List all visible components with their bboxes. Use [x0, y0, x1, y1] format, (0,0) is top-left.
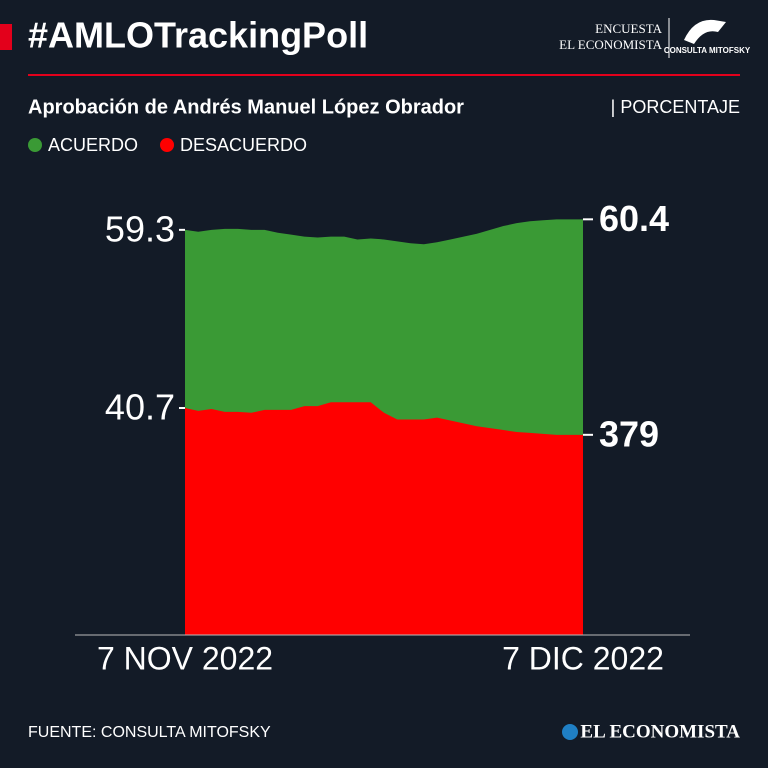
- unit: | PORCENTAJE: [611, 97, 740, 117]
- legend-label: DESACUERDO: [180, 135, 307, 155]
- logo-badge: CONSULTA MITOFSKY: [664, 46, 751, 55]
- legend-label: ACUERDO: [48, 135, 138, 155]
- logo-top: ENCUESTA: [595, 21, 662, 36]
- value-label: 60.4: [599, 198, 669, 239]
- y-tick-label: 40.7: [105, 387, 175, 428]
- logo-bottom: EL ECONOMISTA: [559, 37, 662, 52]
- x-tick-label: 7 NOV 2022: [97, 640, 273, 676]
- legend-swatch: [160, 138, 175, 152]
- legend: ACUERDO DESACUERDO: [28, 135, 307, 155]
- title: #AMLOTrackingPoll: [28, 15, 368, 56]
- accent: [0, 24, 12, 50]
- brand-icon: [562, 724, 578, 740]
- legend-swatch: [28, 138, 42, 152]
- brand: EL ECONOMISTA: [580, 721, 740, 742]
- value-label: 379: [599, 413, 659, 454]
- x-tick-label: 7 DIC 2022: [502, 640, 664, 676]
- subtitle: Aprobación de Andrés Manuel López Obrado…: [28, 96, 464, 118]
- logo-icon: [684, 19, 726, 44]
- plot: 60.4 379 40.7 59.3 7 NOV 2022 7 DIC 2022: [75, 198, 690, 676]
- area: [185, 402, 583, 635]
- source: FUENTE: CONSULTA MITOFSKY: [28, 724, 271, 741]
- y-tick-label: 59.3: [105, 208, 175, 249]
